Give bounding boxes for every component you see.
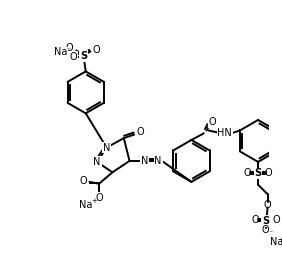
Text: O: O [66, 43, 73, 53]
Text: +: + [91, 198, 97, 204]
Text: N: N [141, 156, 148, 166]
Text: S: S [255, 168, 262, 178]
Text: O: O [265, 168, 272, 178]
Text: HN: HN [217, 128, 232, 138]
Text: O: O [244, 168, 252, 178]
Text: Na: Na [79, 200, 92, 210]
Text: O: O [209, 117, 216, 127]
Text: O: O [70, 52, 77, 62]
Text: ⁻: ⁻ [66, 45, 71, 54]
Text: S: S [80, 51, 87, 61]
Text: O: O [252, 215, 259, 225]
Text: O: O [136, 127, 144, 137]
Text: O: O [92, 45, 100, 54]
Text: Na: Na [270, 237, 282, 247]
Text: S: S [262, 216, 269, 226]
Text: N: N [155, 156, 162, 166]
Text: O: O [272, 215, 280, 225]
Text: O: O [264, 200, 271, 210]
Text: ⁻: ⁻ [268, 228, 273, 237]
Text: N: N [103, 143, 110, 153]
Text: N: N [93, 157, 101, 167]
Text: O: O [262, 225, 270, 235]
Text: O: O [79, 176, 87, 186]
Text: O: O [95, 193, 103, 203]
Text: +: + [278, 237, 282, 243]
Text: Na: Na [54, 47, 68, 57]
